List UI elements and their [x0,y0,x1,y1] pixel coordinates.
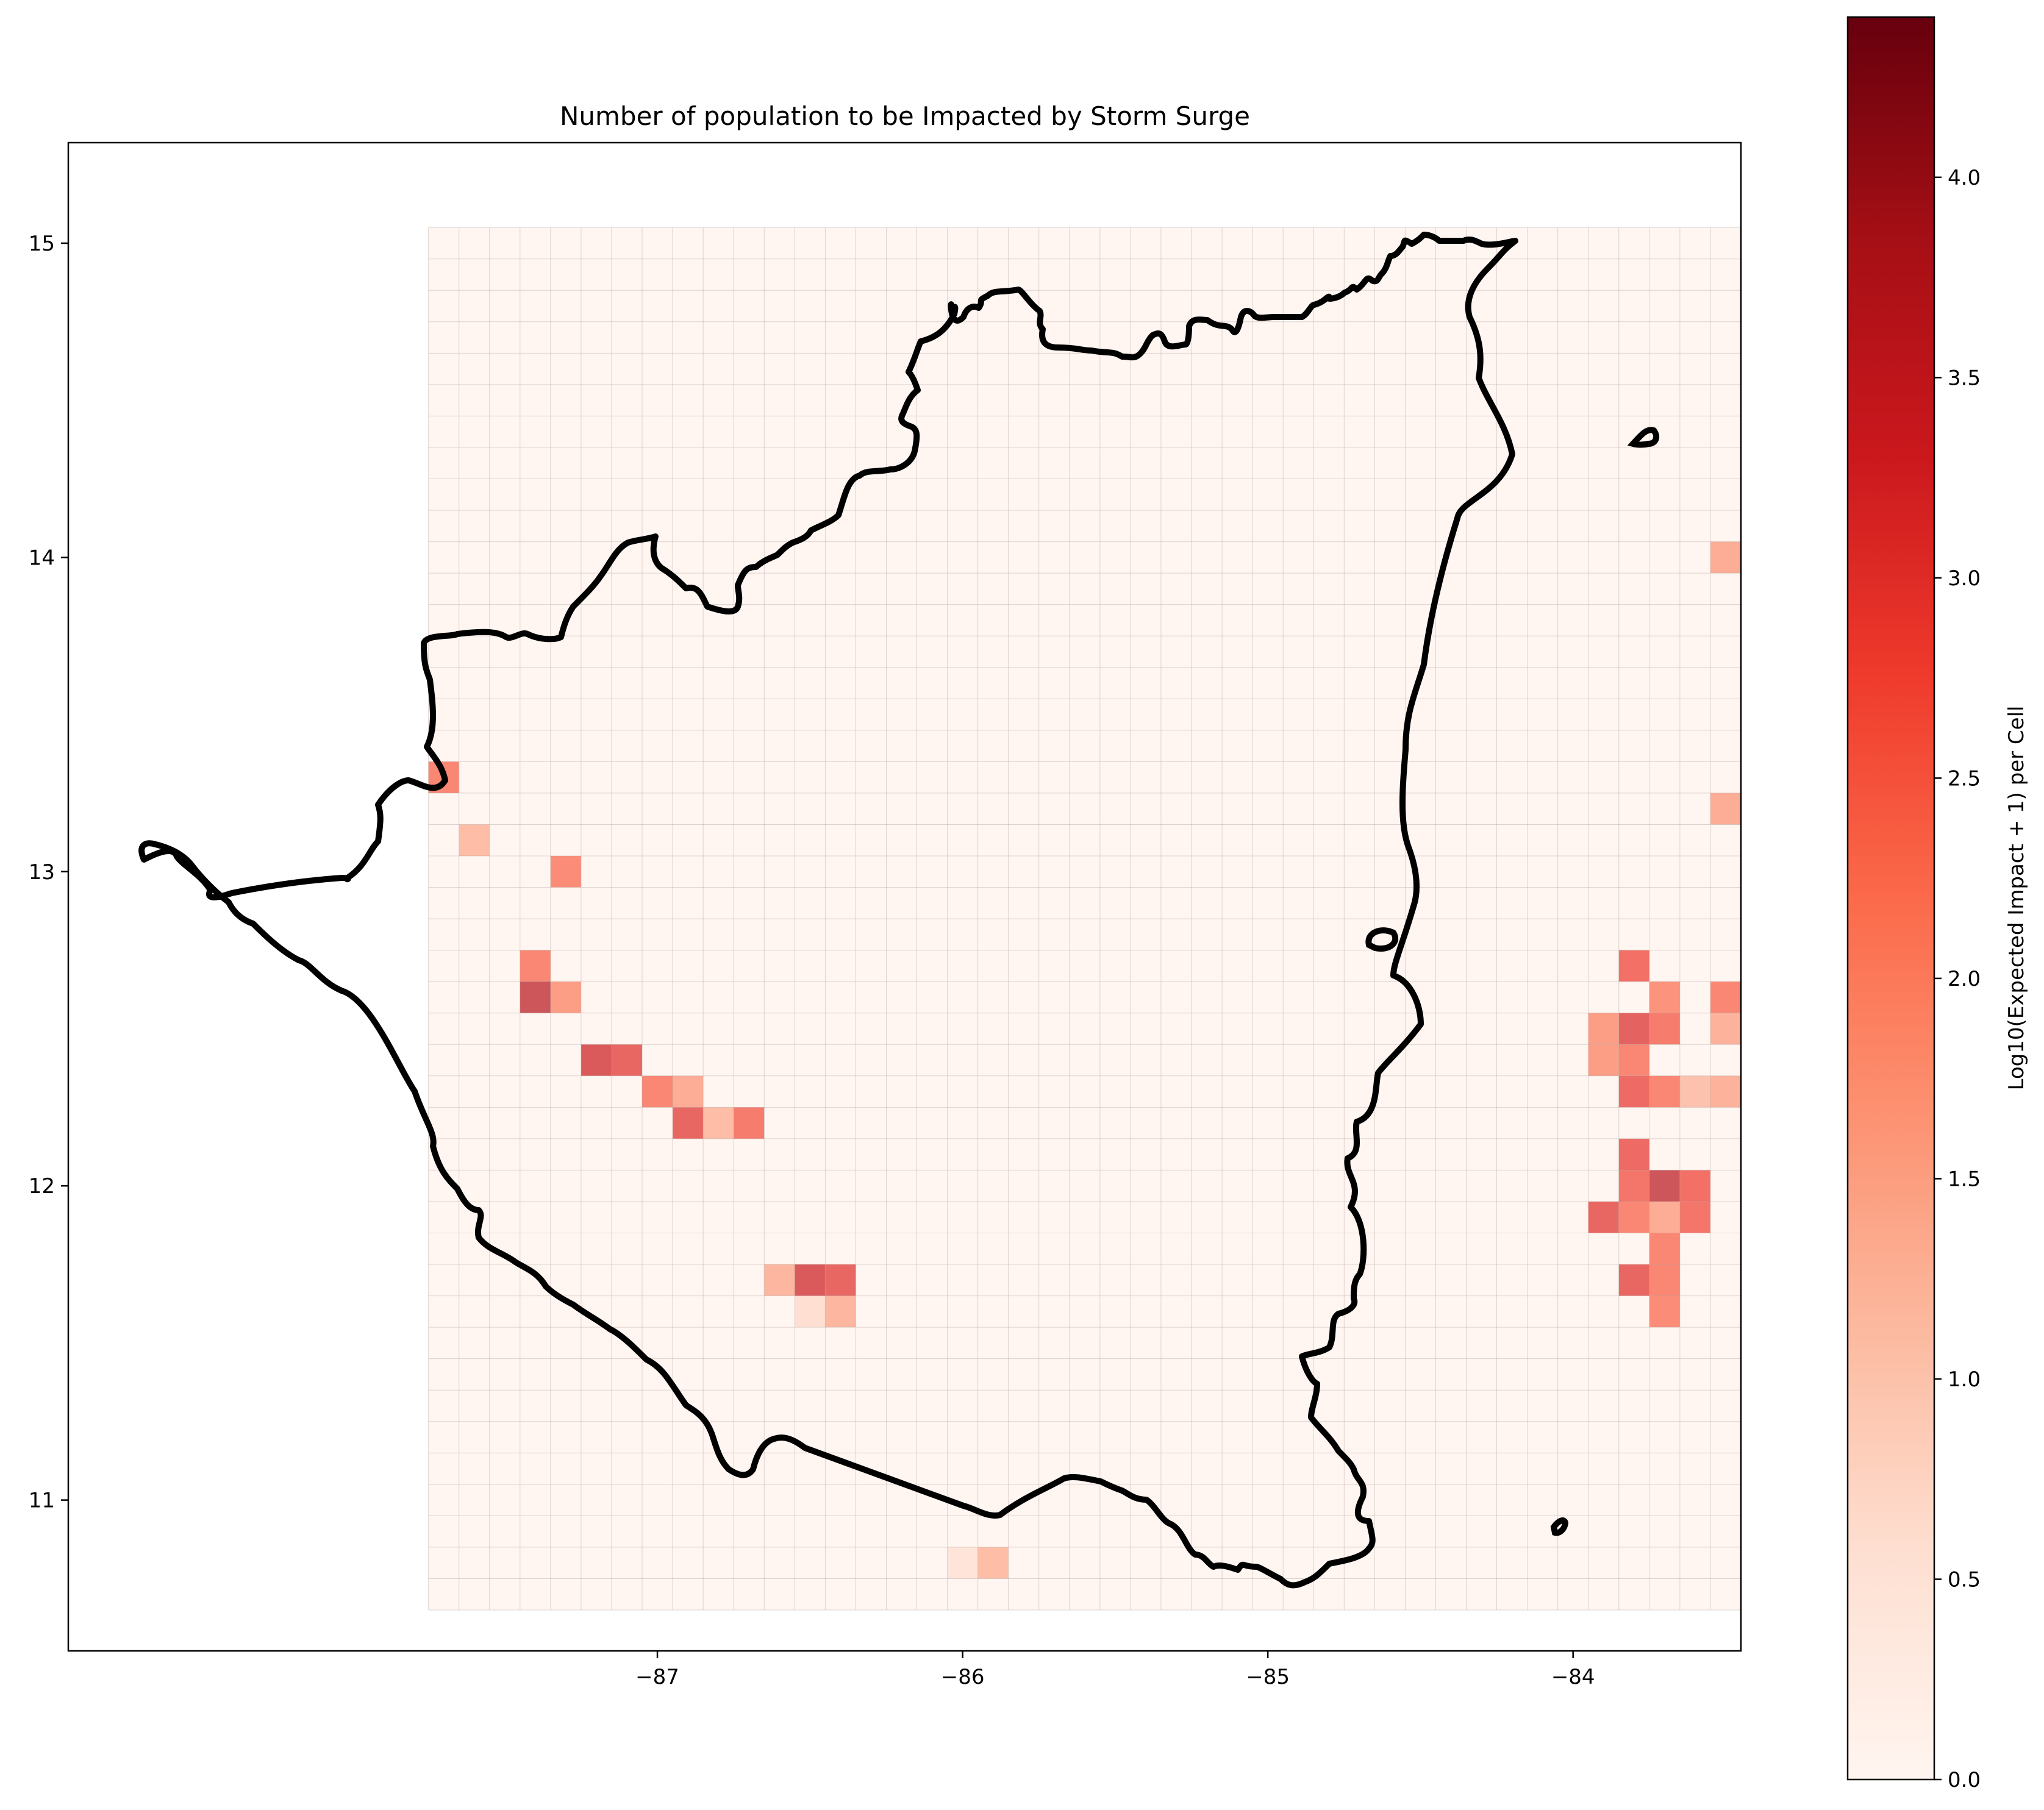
colorbar-tick-label: 2.5 [1948,766,1981,791]
heatmap-cell [1710,1013,1741,1045]
heatmap-cell [1588,1201,1619,1233]
colorbar-tick-label: 1.0 [1948,1367,1981,1392]
heatmap-cell [1679,1201,1710,1233]
heatmap-cell [1618,1201,1649,1233]
heatmap-cells [428,227,1832,1610]
heatmap-cell [1802,1076,1832,1108]
heatmap-cell [1802,479,1832,510]
y-tick-label: 12 [29,1174,55,1199]
heatmap-cell [550,982,581,1013]
colorbar-tick-label: 3.5 [1948,366,1981,390]
heatmap-cell [1679,1170,1710,1202]
heatmap-cell [642,1075,673,1108]
colorbar-gradient [1846,16,1935,1781]
heatmap-cell [1588,1044,1619,1076]
colorbar-ticks: 0.0 0.5 1.0 1.5 2.0 2.5 3.0 3.5 4.0 [1934,166,1981,1792]
x-axis: −87−86−85−84−83 [635,1651,1900,1689]
plot-frame [67,141,1742,1652]
heatmap-cell [764,1264,795,1296]
heatmap-cell [1618,1170,1649,1202]
heatmap-cell [1618,1138,1649,1170]
heatmap-cell [459,824,490,856]
x-tick-label: −84 [1551,1665,1595,1689]
heatmap-cell [1618,1075,1649,1108]
heatmap-cell [1649,1013,1680,1045]
heatmap-cell [703,1107,734,1139]
heatmap-cell [1588,1013,1619,1045]
heatmap-cell [1618,1013,1649,1045]
heatmap-cell [1649,1170,1680,1202]
heatmap-cell [1741,542,1771,574]
heatmap-cell [1679,1075,1710,1108]
colorbar-tick-label: 0.5 [1948,1567,1981,1592]
heatmap-cell [1741,479,1771,510]
heatmap-cell [1618,950,1649,982]
y-tick-label: 15 [29,232,55,256]
heatmap-cell [673,1075,704,1108]
heatmap-cell [1649,1295,1680,1328]
heatmap-cell [1771,950,1802,982]
heatmap-cell [581,1044,612,1076]
heatmap-cell [1802,605,1832,636]
heatmap-cell [1802,1044,1832,1076]
heatmap-background-cells [428,227,1741,1610]
heatmap-cell [795,1264,826,1296]
heatmap-cell [1771,1076,1802,1108]
heatmap-cell [977,1547,1009,1579]
cell-gridlines [428,227,1741,1611]
y-tick-label: 14 [29,546,55,570]
heatmap-cell [1741,730,1771,762]
colorbar-tick-label: 2.0 [1948,967,1981,991]
coastal-island [1627,427,1660,448]
heatmap-cell [947,1547,978,1579]
heatmap-cell [1771,447,1802,479]
heatmap-cell [1618,1044,1649,1076]
x-tick-label: −86 [941,1665,985,1689]
heatmap-cell [1710,982,1741,1013]
heatmap-cell [1771,982,1802,1013]
colorbar-tick-label: 0.0 [1948,1768,1981,1792]
heatmap-cell [520,982,551,1013]
coastal-lagoon [1365,927,1399,952]
heatmap-cell [1771,1044,1802,1076]
heatmap-cell [1741,793,1771,825]
heatmap-cell [1649,1264,1680,1296]
heatmap-cell [1649,1075,1680,1108]
heatmap-cell [550,855,581,888]
heatmap-cell [825,1295,856,1328]
colorbar-tick-label: 4.0 [1948,166,1981,190]
y-tick-label: 11 [29,1489,55,1513]
y-axis: 11 12 13 14 15 [29,232,68,1513]
heatmap-cell [1649,982,1680,1013]
coastal-island [1550,1517,1569,1536]
heatmap-cell [1618,1264,1649,1296]
heatmap-cell [825,1264,856,1296]
coastline-outline [138,232,1660,1589]
colorbar-tick-label: 1.5 [1948,1167,1981,1191]
heatmap-cell [611,1044,643,1076]
colorbar-label: Log10(Expected Impact + 1) per Cell [2004,706,2029,1091]
heatmap-cell [1802,542,1832,574]
heatmap-cell [1710,1075,1741,1108]
heatmap-cell [1741,982,1771,1013]
heatmap-cell [1741,1013,1771,1045]
heatmap-cell [795,1295,826,1328]
y-tick-label: 13 [29,860,55,885]
heatmap-cell [673,1107,704,1139]
chart-title: Number of population to be Impacted by S… [560,101,1250,131]
x-tick-label: −87 [635,1665,679,1689]
heatmap-cell [1649,1233,1680,1265]
colorbar-tick-label: 3.0 [1948,566,1981,591]
heatmap-cell [1710,793,1741,825]
x-tick-label: −85 [1246,1665,1290,1689]
heatmap-cell [520,950,551,982]
heatmap-cell [1649,1201,1680,1233]
heatmap-cell [734,1107,765,1139]
colorbar: 0.0 0.5 1.0 1.5 2.0 2.5 3.0 3.5 4.0 Log10(Expect… [1846,16,2029,1792]
heatmap-cell [1771,1013,1802,1045]
country-border [138,232,1518,1589]
heatmap-cell [1710,541,1741,574]
